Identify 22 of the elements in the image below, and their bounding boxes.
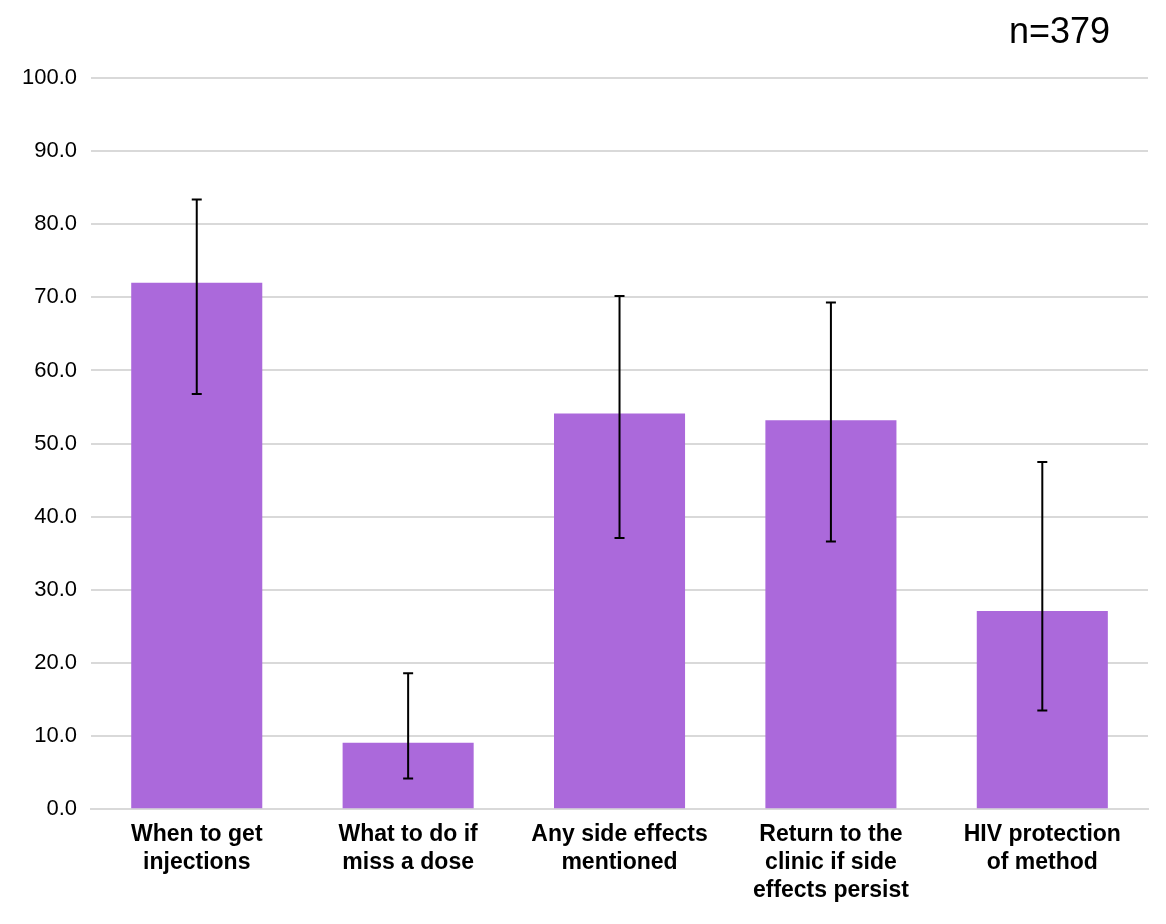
x-tick-label: What to do if miss a dose <box>338 820 479 874</box>
bar <box>554 413 686 809</box>
y-tick-label: 10.0 <box>34 722 78 748</box>
x-tick-label: When to get injections <box>130 820 263 874</box>
bar <box>342 742 474 809</box>
x-tick-label: Return to the clinic if side effects persist <box>752 820 910 902</box>
bar <box>131 282 263 809</box>
text: n=379 <box>1008 10 1110 52</box>
y-tick-label: 40.0 <box>34 502 78 528</box>
y-tick-label: 60.0 <box>34 356 78 382</box>
y-tick-label: 50.0 <box>34 429 78 455</box>
y-tick-label: 20.0 <box>34 649 78 675</box>
y-tick-label: 80.0 <box>34 210 78 236</box>
x-tick-label: Any side effects mentioned <box>531 820 708 874</box>
y-tick-label: 0.0 <box>46 795 78 821</box>
bar <box>765 420 897 809</box>
y-tick-label: 30.0 <box>34 575 78 601</box>
y-tick-label: 70.0 <box>34 283 78 309</box>
y-tick-label: 90.0 <box>34 137 78 163</box>
x-tick-label: HIV protection of method <box>963 820 1121 874</box>
y-tick-label: 100.0 <box>21 64 78 90</box>
bar <box>976 611 1108 809</box>
